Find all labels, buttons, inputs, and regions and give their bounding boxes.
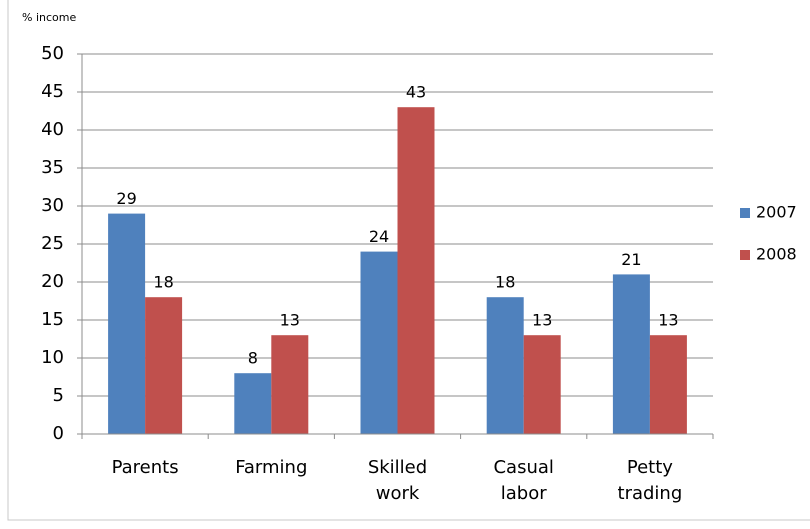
bar	[360, 251, 398, 434]
value-label: 13	[532, 311, 552, 330]
bar	[108, 213, 146, 434]
legend-label: 2008	[756, 245, 797, 264]
y-tick-label: 25	[41, 233, 64, 254]
value-label: 8	[248, 349, 258, 368]
x-tick-label: Parents	[112, 457, 179, 478]
bar	[145, 297, 183, 434]
legend-label: 2007	[756, 203, 797, 222]
value-label: 21	[621, 250, 641, 269]
value-label: 43	[406, 83, 426, 102]
bar	[234, 373, 272, 434]
value-label: 24	[369, 227, 389, 246]
bar	[523, 335, 561, 434]
y-tick-label: 50	[41, 43, 64, 64]
y-axis-label: % income	[22, 11, 76, 24]
x-tick-label: Skilled work	[368, 457, 427, 504]
bar	[397, 107, 435, 434]
x-tick-label: Farming	[235, 457, 307, 478]
value-label: 18	[495, 273, 515, 292]
bar	[486, 297, 524, 434]
legend-swatch	[740, 208, 750, 218]
value-label: 13	[658, 311, 678, 330]
x-tick-label: Casual labor	[493, 457, 553, 504]
y-tick-label: 10	[41, 347, 64, 368]
y-tick-label: 45	[41, 81, 64, 102]
y-tick-label: 35	[41, 157, 64, 178]
x-tick-label: Petty trading	[618, 457, 683, 504]
value-label: 13	[280, 311, 300, 330]
y-tick-label: 0	[53, 423, 64, 444]
value-label: 18	[153, 273, 173, 292]
y-tick-label: 40	[41, 119, 64, 140]
y-tick-label: 30	[41, 195, 64, 216]
bar	[271, 335, 309, 434]
y-tick-label: 15	[41, 309, 64, 330]
legend-swatch	[740, 250, 750, 260]
y-tick-label: 5	[53, 385, 64, 406]
bar	[649, 335, 687, 434]
value-label: 29	[116, 189, 136, 208]
y-tick-label: 20	[41, 271, 64, 292]
bar	[612, 274, 650, 434]
